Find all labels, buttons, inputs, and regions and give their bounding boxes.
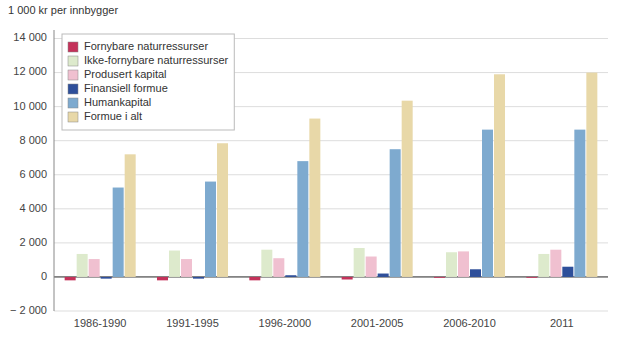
bar xyxy=(402,101,413,277)
bar xyxy=(446,252,457,277)
grid-line xyxy=(54,140,608,141)
legend: Fornybare naturressurser Ikke-fornybare n… xyxy=(62,34,234,130)
bar xyxy=(101,277,112,279)
x-tick-label: 1996-2000 xyxy=(259,317,312,329)
bar xyxy=(470,269,481,277)
bar xyxy=(434,276,445,278)
bar xyxy=(538,254,549,277)
bar xyxy=(65,277,76,280)
bar xyxy=(169,251,180,277)
bar xyxy=(193,277,204,279)
bar xyxy=(574,130,585,277)
x-tick-label: 1991-1995 xyxy=(166,317,219,329)
legend-label: Formue i alt xyxy=(84,110,142,122)
y-axis-label: 1 000 kr per innbygger xyxy=(8,4,118,16)
y-tick-label: 12 000 xyxy=(13,65,47,77)
grid-line xyxy=(54,208,608,209)
bar xyxy=(157,277,168,280)
grid xyxy=(54,39,608,311)
y-axis: − 2 000 0 2 000 4 000 6 000 8 000 10 000 12 000… xyxy=(10,30,54,316)
legend-swatch xyxy=(68,98,78,108)
bar xyxy=(586,73,597,277)
bar xyxy=(217,143,228,277)
bar xyxy=(297,161,308,277)
bar xyxy=(494,74,505,277)
zero-line xyxy=(54,276,608,277)
bar xyxy=(113,188,124,277)
bar xyxy=(125,154,136,277)
bar xyxy=(526,276,537,278)
bar xyxy=(458,251,469,277)
legend-label: Humankapital xyxy=(84,96,151,108)
grid-line xyxy=(54,174,608,175)
grid-line xyxy=(54,311,608,312)
bar xyxy=(205,182,216,277)
grid-line xyxy=(54,242,608,243)
bar xyxy=(482,130,493,277)
legend-swatch xyxy=(68,42,78,52)
legend-frame xyxy=(62,34,234,130)
bar xyxy=(249,277,260,280)
bar xyxy=(285,275,296,277)
y-tick-label: 14 000 xyxy=(13,31,47,43)
y-tick-label: 10 000 xyxy=(13,100,47,112)
legend-label: Ikke-fornybare naturressurser xyxy=(84,54,229,66)
y-tick-label: 4 000 xyxy=(19,202,47,214)
bar xyxy=(342,277,353,280)
x-tick-label: 2011 xyxy=(550,317,574,329)
x-tick-label: 2001-2005 xyxy=(351,317,404,329)
bar xyxy=(354,248,365,277)
y-tick-label: 6 000 xyxy=(19,168,47,180)
chart: − 2 000 0 2 000 4 000 6 000 8 000 10 000 12 000… xyxy=(0,0,620,337)
x-axis: 1986-1990 1991-1995 1996-2000 2001-2005 2006… xyxy=(74,317,574,329)
bar xyxy=(378,274,389,277)
y-tick-label: − 2 000 xyxy=(10,304,47,316)
bar xyxy=(562,267,573,277)
y-tick-label: 2 000 xyxy=(19,236,47,248)
legend-swatch xyxy=(68,56,78,66)
y-axis-line xyxy=(54,30,55,311)
bar xyxy=(550,250,561,277)
bar xyxy=(273,258,284,277)
legend-swatch xyxy=(68,70,78,80)
y-tick-label: 8 000 xyxy=(19,134,47,146)
bar xyxy=(309,119,320,277)
legend-label: Produsert kapital xyxy=(84,68,167,80)
bar xyxy=(181,259,192,277)
x-tick-label: 1986-1990 xyxy=(74,317,127,329)
legend-label: Finansiell formue xyxy=(84,82,168,94)
bar xyxy=(89,259,100,277)
x-tick-label: 2006-2010 xyxy=(443,317,496,329)
legend-swatch xyxy=(68,112,78,122)
bar xyxy=(366,257,377,277)
y-tick-label: 0 xyxy=(41,270,47,282)
legend-label: Fornybare naturressurser xyxy=(84,40,208,52)
bar xyxy=(261,250,272,277)
legend-swatch xyxy=(68,84,78,94)
bar xyxy=(77,254,88,277)
bars xyxy=(65,73,598,281)
bar xyxy=(390,149,401,277)
